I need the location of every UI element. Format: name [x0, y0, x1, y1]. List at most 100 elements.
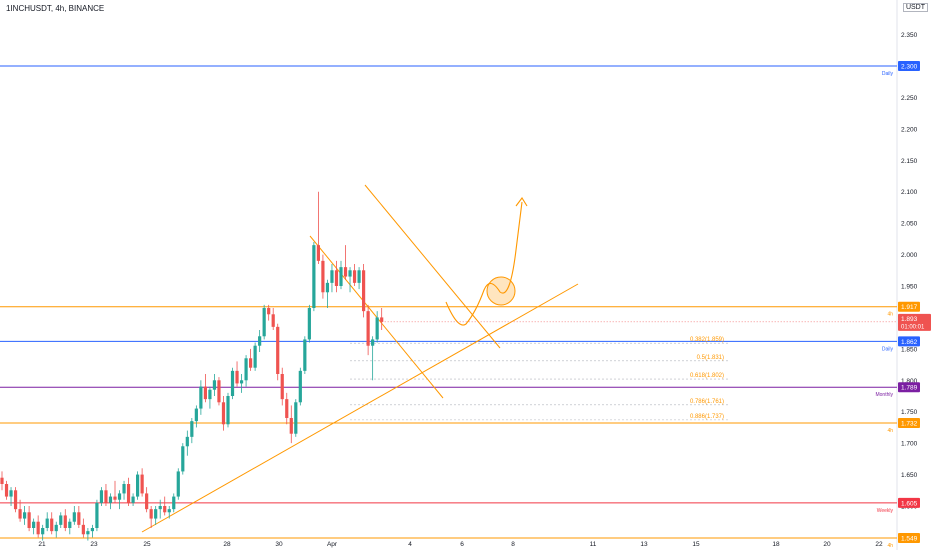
candle-body	[371, 339, 375, 346]
candle-body	[212, 380, 217, 390]
candle-body	[352, 270, 357, 283]
candle-body	[366, 311, 370, 346]
current-price-label: 1.893	[901, 316, 918, 323]
candle-body	[348, 270, 352, 277]
candle-body	[380, 317, 384, 322]
level-tag: Weekly	[877, 508, 894, 514]
level-price-badge	[898, 533, 920, 544]
fib-level-label: 0.382(1.859)	[690, 337, 724, 343]
currency-label[interactable]: USDT	[902, 3, 928, 12]
time-tick-label: 13	[640, 541, 648, 548]
candle-body	[230, 370, 235, 396]
candle-body	[149, 509, 153, 519]
fib-level-label: 0.786(1.761)	[690, 399, 724, 405]
projection-arrowhead	[515, 197, 528, 207]
candle-body	[86, 531, 90, 535]
candle-body	[235, 370, 239, 384]
candle-body	[280, 374, 284, 400]
candle-body	[13, 490, 18, 510]
time-tick-label: 6	[460, 541, 464, 548]
level-price-label: 1.549	[901, 536, 918, 543]
candle-body	[375, 317, 379, 340]
candle-body	[307, 308, 311, 340]
candle-body	[312, 245, 316, 308]
price-tick-label: 2.100	[901, 189, 918, 196]
candle-body	[253, 345, 257, 368]
candle-body	[181, 446, 185, 472]
candle-body	[4, 484, 9, 497]
candle-body	[190, 421, 194, 437]
candle-body	[330, 270, 334, 283]
price-tick-label: 2.250	[901, 95, 918, 102]
candle-body	[59, 515, 63, 525]
candle-body	[239, 380, 244, 384]
candle-body	[303, 339, 307, 371]
candle-body	[163, 506, 167, 513]
wedge-upper-line	[364, 184, 501, 349]
candle-body	[126, 484, 131, 503]
time-tick-label: 22	[875, 541, 883, 548]
candle-body	[99, 490, 104, 503]
candle-body	[95, 502, 99, 528]
candle-body	[0, 477, 4, 484]
candle-body	[262, 308, 266, 337]
price-tick-label: 2.050	[901, 221, 918, 228]
level-tag: Daily	[882, 346, 894, 352]
chart-title: 1INCHUSDT, 4h, BINANCE	[6, 4, 105, 13]
fib-level-label: 0.886(1.737)	[690, 414, 724, 420]
current-price-badge	[898, 313, 931, 331]
level-price-label: 2.300	[901, 64, 918, 71]
candle-body	[203, 386, 207, 400]
candle-body	[32, 521, 36, 528]
candle-body	[167, 509, 171, 513]
time-tick-label: 21	[38, 541, 46, 548]
candle-body	[63, 515, 67, 528]
target-zone-circle	[486, 276, 516, 306]
wedge-lower-line	[309, 235, 444, 399]
current-price-countdown: 01:00:01	[901, 324, 925, 330]
candle-body	[334, 270, 339, 286]
level-tag: Monthly	[875, 392, 893, 398]
level-tag: Daily	[882, 71, 894, 77]
candle-body	[23, 512, 27, 519]
candle-body	[244, 358, 248, 381]
candle-body	[285, 399, 289, 418]
candle-body	[249, 358, 253, 368]
candle-body	[339, 267, 343, 286]
candle-body	[226, 396, 230, 425]
candle-body	[298, 370, 302, 403]
candle-body	[108, 496, 113, 503]
price-tick-label: 1.750	[901, 409, 918, 416]
price-tick-label: 1.700	[901, 441, 918, 448]
price-tick-label: 2.350	[901, 32, 918, 39]
level-price-label: 1.732	[901, 421, 918, 428]
candle-body	[185, 436, 189, 447]
candle-body	[176, 471, 180, 497]
price-tick-label: 1.950	[901, 284, 918, 291]
time-tick-label: 11	[590, 541, 597, 548]
candle-body	[27, 512, 31, 528]
time-tick-label: Apr	[327, 541, 338, 548]
candle-body	[158, 506, 162, 510]
candle-body	[267, 308, 271, 315]
candle-body	[154, 509, 158, 519]
price-axis-panel	[897, 0, 932, 550]
candle-body	[81, 524, 85, 535]
level-tag: 4h	[887, 312, 893, 318]
projection-path	[445, 201, 523, 326]
fib-level-label: 0.618(1.802)	[690, 373, 724, 379]
candle-body	[221, 402, 226, 425]
candle-body	[136, 474, 140, 497]
time-tick-label: 30	[275, 541, 283, 548]
candle-body	[294, 402, 298, 434]
level-price-label: 1.605	[901, 500, 918, 507]
candle-body	[316, 245, 320, 261]
candle-body	[117, 493, 122, 500]
candle-body	[343, 267, 348, 277]
candle-body	[77, 512, 81, 525]
candle-body	[104, 490, 108, 503]
price-tick-label: 2.000	[901, 252, 918, 259]
candle-body	[36, 521, 40, 535]
